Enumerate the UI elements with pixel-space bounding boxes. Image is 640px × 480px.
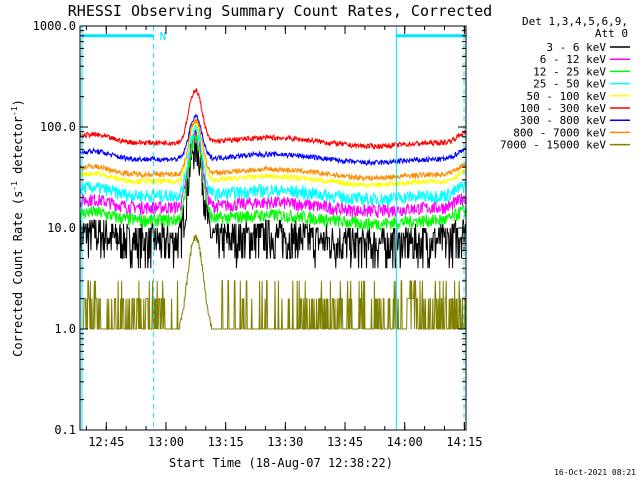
chart-title: RHESSI Observing Summary Count Rates, Co…: [68, 2, 492, 20]
series-line: [80, 118, 466, 183]
x-axis-label: Start Time (18-Aug-07 12:38:22): [169, 456, 393, 470]
x-tick-label: 14:00: [387, 435, 423, 449]
series-group: [80, 88, 466, 330]
series-line: [80, 113, 466, 167]
series-line: [80, 119, 466, 189]
series-line: [80, 134, 466, 231]
legend-entry-label: 3 - 6 keV: [546, 41, 606, 54]
series-line: [80, 129, 466, 269]
legend-header: Det 1,3,4,5,6,9,: [522, 15, 628, 28]
legend-attenuator: Att 0: [595, 27, 628, 40]
y-tick-label: 0.1: [54, 423, 76, 437]
plot-area: N: [80, 26, 466, 430]
x-tick-label: 13:00: [148, 435, 184, 449]
y-tick-label: 10.0: [47, 221, 76, 235]
legend-entry-label: 300 - 800 keV: [520, 114, 606, 127]
series-line: [80, 132, 466, 219]
timestamp: 16-Oct-2021 08:21: [554, 468, 636, 477]
legend-entry-label: 7000 - 15000 keV: [500, 139, 606, 152]
series-line: [80, 123, 466, 207]
legend-entry-label: 25 - 50 keV: [533, 78, 606, 91]
x-tick-label: 13:45: [327, 435, 363, 449]
y-tick-label: 1.0: [54, 322, 76, 336]
legend-entry-label: 50 - 100 keV: [527, 90, 607, 103]
x-tick-label: 13:15: [208, 435, 244, 449]
x-tick-label: 13:30: [267, 435, 303, 449]
y-tick-label: 1000.0: [33, 19, 76, 33]
legend-entry-label: 800 - 7000 keV: [513, 126, 606, 139]
x-tick-label: 14:15: [446, 435, 482, 449]
y-tick-label: 100.0: [40, 120, 76, 134]
night-label: N: [160, 30, 167, 43]
legend-entry-label: 12 - 25 keV: [533, 65, 606, 78]
series-line: [80, 88, 466, 150]
axis-ticks: 1000.0 100.0 10.0 1.0 0.1 12:45 13:00 13:15 13:3…: [33, 19, 483, 449]
legend-entry-label: 6 - 12 keV: [540, 53, 607, 66]
legend-entry-label: 100 - 300 keV: [520, 102, 606, 115]
x-tick-label: 12:45: [88, 435, 124, 449]
series-line: [80, 234, 466, 330]
y-axis-label: Corrected Count Rate (s-1 detector-1): [10, 99, 25, 357]
